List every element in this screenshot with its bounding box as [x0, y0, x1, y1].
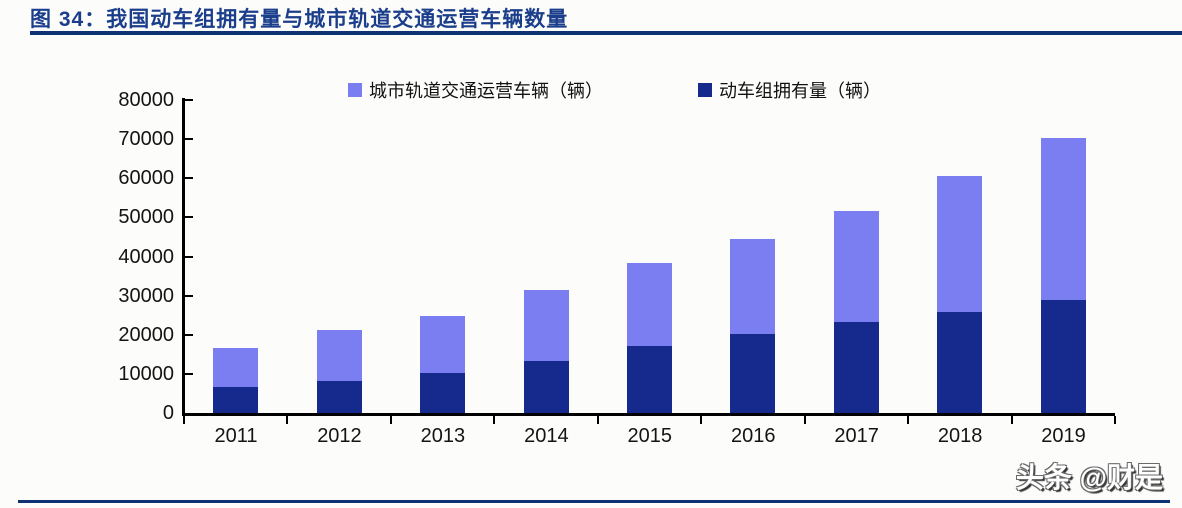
x-tick-label-2013: 2013: [420, 425, 466, 447]
bar-2012-urban-rail: [316, 330, 362, 382]
x-tick-label-2016: 2016: [730, 425, 776, 447]
emu-swatch-icon: [698, 83, 712, 97]
bar-2018-urban-rail: [937, 176, 983, 313]
title-underline-rule: [30, 31, 1182, 35]
bar-2012-emu: [316, 381, 362, 413]
bar-2016-emu: [730, 334, 776, 413]
y-tick-label-20000: 20000: [118, 323, 174, 346]
x-tick-label-2012: 2012: [317, 425, 362, 447]
x-tick-label-2015: 2015: [627, 425, 673, 447]
bar-2013-urban-rail: [420, 315, 466, 374]
y-axis-line: [182, 98, 185, 416]
x-tick-mark-3: [493, 416, 496, 424]
x-tick-mark-1: [286, 416, 289, 424]
bar-2014-emu: [523, 361, 569, 413]
bar-2014-urban-rail: [523, 290, 569, 362]
y-tick-mark-20000: [185, 333, 193, 336]
y-tick-label-50000: 50000: [118, 206, 174, 229]
x-tick-label-2011: 2011: [214, 425, 258, 447]
y-tick-label-30000: 30000: [118, 284, 174, 307]
bar-2017-urban-rail: [833, 210, 879, 323]
y-tick-mark-80000: [185, 99, 193, 101]
x-tick-mark-2: [389, 416, 392, 424]
bottom-rule: [18, 500, 1170, 503]
x-tick-label-2019: 2019: [1041, 425, 1086, 447]
y-tick-mark-10000: [185, 372, 193, 375]
bar-2015-emu: [627, 345, 672, 413]
x-tick-mark-0: [183, 416, 185, 424]
figure-title: 图 34：我国动车组拥有量与城市轨道交通运营车辆数量: [30, 8, 569, 31]
x-tick-mark-8: [1010, 416, 1013, 424]
bar-2011-emu: [213, 387, 259, 413]
y-tick-mark-40000: [185, 255, 193, 258]
y-tick-label-40000: 40000: [118, 245, 174, 268]
x-tick-mark-9: [1114, 416, 1116, 424]
urban-rail-swatch-icon: [348, 83, 362, 97]
y-tick-label-80000: 80000: [118, 89, 174, 111]
y-tick-label-10000: 10000: [118, 362, 174, 385]
bar-2017-emu: [833, 322, 879, 413]
legend-item-emu: 动车组拥有量（辆）: [698, 77, 881, 103]
bar-2013-emu: [420, 373, 466, 413]
bar-2011-urban-rail: [213, 348, 259, 388]
bar-2018-emu: [937, 312, 983, 413]
y-tick-mark-50000: [185, 216, 193, 219]
x-tick-mark-6: [803, 416, 806, 424]
x-tick-mark-4: [596, 416, 599, 424]
x-axis-line: [182, 413, 1115, 416]
bar-2019-emu: [1040, 299, 1086, 413]
x-tick-mark-7: [907, 416, 910, 424]
bar-2015-urban-rail: [627, 263, 672, 346]
x-tick-label-2018: 2018: [937, 425, 983, 447]
y-tick-label-60000: 60000: [118, 167, 174, 190]
watermark: 头条 @财是: [1015, 462, 1163, 493]
legend-item-urban-rail: 城市轨道交通运营车辆（辆）: [348, 77, 603, 103]
legend-label-urban-rail: 城市轨道交通运营车辆（辆）: [369, 81, 603, 101]
legend-label-emu: 动车组拥有量（辆）: [719, 81, 881, 101]
y-tick-label-0: 0: [162, 402, 174, 424]
bar-2019-urban-rail: [1040, 137, 1086, 300]
y-tick-mark-60000: [185, 177, 193, 180]
bar-2016-urban-rail: [730, 238, 776, 335]
y-tick-mark-30000: [185, 294, 193, 297]
y-tick-label-70000: 70000: [118, 128, 174, 151]
x-tick-label-2014: 2014: [524, 425, 569, 447]
y-tick-mark-70000: [185, 138, 193, 141]
x-tick-mark-5: [700, 416, 703, 424]
x-tick-label-2017: 2017: [834, 425, 879, 447]
